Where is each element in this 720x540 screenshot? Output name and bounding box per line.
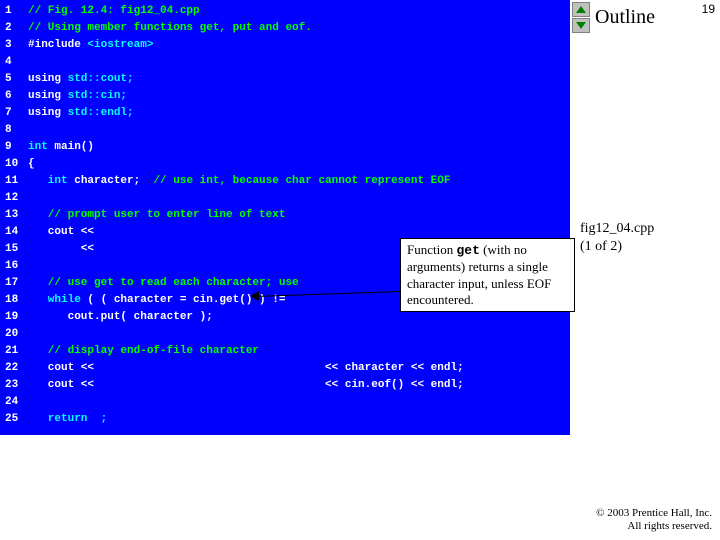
code-line: cout << << character << endl;: [28, 360, 570, 377]
nav-up-button[interactable]: [572, 2, 590, 17]
line-number: 12: [5, 190, 28, 207]
code-line: // Fig. 12.4: fig12_04.cpp: [28, 3, 570, 20]
code-line: // display end-of-file character: [28, 343, 570, 360]
figure-filename: fig12_04.cpp: [580, 221, 654, 236]
line-number: 18: [5, 292, 28, 309]
line-number: 14: [5, 224, 28, 241]
code-line: {: [28, 156, 570, 173]
code-line: [28, 326, 570, 343]
line-numbers-gutter: 1234567891011121314151617181920212223242…: [0, 0, 28, 435]
line-number: 19: [5, 309, 28, 326]
code-line: using std::cout;: [28, 71, 570, 88]
copyright-line2: All rights reserved.: [627, 520, 712, 532]
page-number: 19: [702, 2, 715, 16]
line-number: 10: [5, 156, 28, 173]
line-number: 8: [5, 122, 28, 139]
copyright-line1: © 2003 Prentice Hall, Inc.: [596, 507, 712, 519]
line-number: 20: [5, 326, 28, 343]
line-number: 15: [5, 241, 28, 258]
code-line: using std::cin;: [28, 88, 570, 105]
code-line: using std::endl;: [28, 105, 570, 122]
code-line: [28, 190, 570, 207]
nav-buttons: [572, 2, 590, 33]
code-line: return ;: [28, 411, 570, 428]
line-number: 9: [5, 139, 28, 156]
line-number: 2: [5, 20, 28, 37]
outline-heading: Outline: [595, 6, 655, 29]
line-number: 3: [5, 37, 28, 54]
callout-text-prefix: Function: [407, 242, 456, 257]
code-line: [28, 54, 570, 71]
line-number: 5: [5, 71, 28, 88]
line-number: 17: [5, 275, 28, 292]
code-line: // prompt user to enter line of text: [28, 207, 570, 224]
code-line: [28, 394, 570, 411]
callout-box: Function get (with no arguments) returns…: [400, 238, 575, 312]
code-line: cout << << cin.eof() << endl;: [28, 377, 570, 394]
line-number: 16: [5, 258, 28, 275]
line-number: 23: [5, 377, 28, 394]
line-number: 13: [5, 207, 28, 224]
code-line: int main(): [28, 139, 570, 156]
callout-code: get: [456, 243, 479, 258]
nav-down-button[interactable]: [572, 18, 590, 33]
line-number: 25: [5, 411, 28, 428]
code-area: 1234567891011121314151617181920212223242…: [0, 0, 570, 435]
code-line: #include <iostream>: [28, 37, 570, 54]
code-content: // Fig. 12.4: fig12_04.cpp// Using membe…: [28, 0, 570, 435]
line-number: 21: [5, 343, 28, 360]
callout-arrowhead-icon: [250, 291, 259, 301]
line-number: 7: [5, 105, 28, 122]
code-line: int character; // use int, because char …: [28, 173, 570, 190]
arrow-up-icon: [576, 6, 586, 13]
line-number: 6: [5, 88, 28, 105]
figure-part: (1 of 2): [580, 239, 622, 254]
line-number: 4: [5, 54, 28, 71]
code-line: [28, 122, 570, 139]
line-number: 22: [5, 360, 28, 377]
line-number: 24: [5, 394, 28, 411]
figure-label: fig12_04.cpp (1 of 2): [580, 220, 654, 256]
copyright: © 2003 Prentice Hall, Inc. All rights re…: [596, 507, 712, 535]
line-number: 1: [5, 3, 28, 20]
arrow-down-icon: [576, 22, 586, 29]
line-number: 11: [5, 173, 28, 190]
sidebar: Outline 19 fig12_04.cpp (1 of 2) © 2003 …: [570, 0, 720, 540]
code-line: // Using member functions get, put and e…: [28, 20, 570, 37]
